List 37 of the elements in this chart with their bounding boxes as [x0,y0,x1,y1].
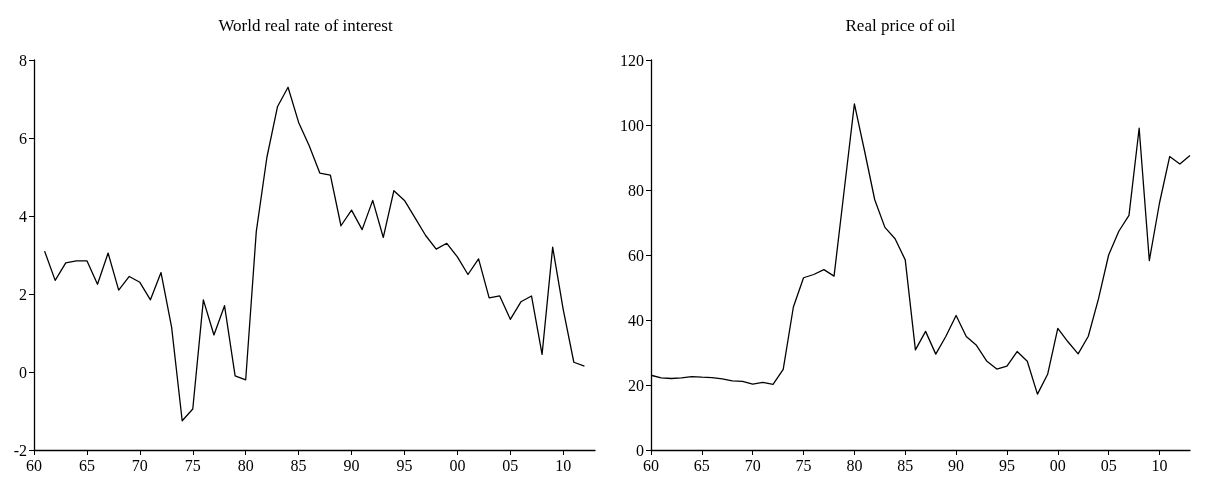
x-tick-label: 95 [396,456,413,474]
y-tick-label: 0 [636,441,644,459]
y-tick-label: 80 [628,181,644,199]
y-tick-label: 60 [628,246,644,264]
x-tick-label: 70 [744,456,761,474]
x-tick-label: 90 [343,456,360,474]
x-tick-label: 85 [897,456,914,474]
y-tick-label: 0 [19,363,27,381]
y-tick-label: -2 [13,441,27,459]
x-tick-label: 05 [502,456,519,474]
x-tick-label: 65 [693,456,710,474]
x-tick-label: 60 [643,456,659,474]
x-tick-label: 65 [78,456,95,474]
y-tick-label: 40 [628,311,644,329]
x-tick-label: 00 [449,456,466,474]
chart-title: Real price of oil [845,16,956,35]
x-tick-label: 80 [237,456,254,474]
y-tick-label: 4 [19,207,27,225]
x-tick-label: 10 [555,456,572,474]
x-tick-label: 80 [846,456,863,474]
x-tick-label: 95 [998,456,1015,474]
chart-title: World real rate of interest [218,16,393,35]
x-tick-label: 75 [795,456,812,474]
y-tick-label: 6 [19,129,27,147]
y-tick-label: 20 [628,376,644,394]
y-tick-label: 120 [620,51,644,69]
y-tick-label: 100 [620,116,644,134]
x-tick-label: 75 [184,456,201,474]
x-tick-label: 90 [948,456,965,474]
x-tick-label: 70 [131,456,148,474]
x-tick-label: 10 [1151,456,1168,474]
x-tick-label: 00 [1049,456,1066,474]
y-tick-label: 8 [19,51,27,69]
x-tick-label: 05 [1100,456,1117,474]
line-series [43,86,586,422]
x-tick-label: 85 [290,456,307,474]
y-tick-label: 2 [19,285,27,303]
